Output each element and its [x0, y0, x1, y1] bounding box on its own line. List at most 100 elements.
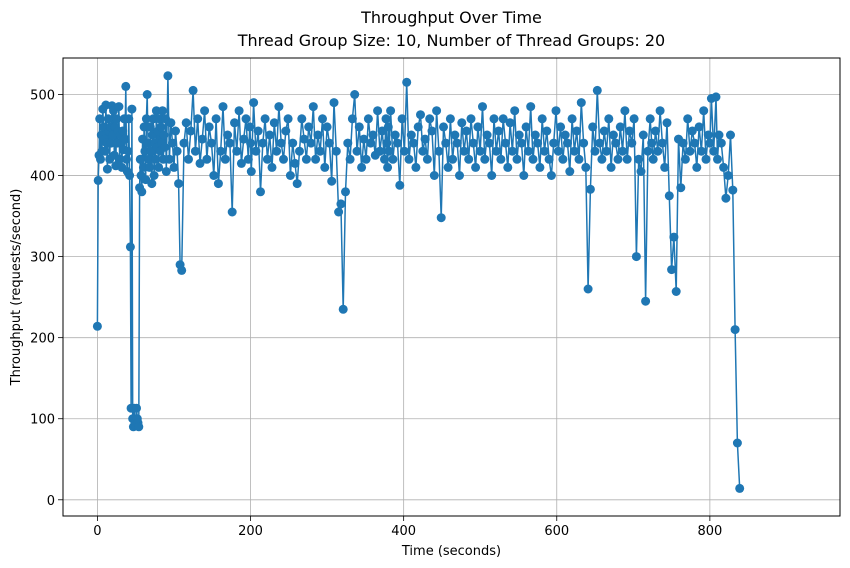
data-point: [381, 114, 391, 124]
data-point: [265, 130, 275, 140]
data-point: [618, 146, 628, 156]
data-point: [685, 146, 695, 156]
data-point: [662, 118, 672, 128]
data-point: [696, 146, 706, 156]
data-point: [249, 98, 259, 108]
data-point: [505, 118, 515, 128]
data-point: [159, 130, 169, 140]
data-point: [274, 102, 284, 112]
data-point: [145, 162, 154, 172]
data-point: [200, 106, 210, 116]
data-point: [122, 154, 131, 164]
data-point: [441, 138, 451, 148]
data-point: [256, 187, 265, 197]
data-point: [311, 154, 321, 164]
data-point: [714, 130, 724, 140]
data-point: [115, 154, 125, 164]
data-point: [258, 138, 268, 148]
data-point: [653, 146, 663, 156]
data-point: [288, 138, 298, 148]
data-point: [517, 138, 526, 148]
data-point: [125, 171, 135, 180]
data-point: [588, 122, 598, 132]
data-point: [239, 134, 249, 144]
data-point: [735, 483, 745, 493]
data-point: [466, 114, 476, 124]
data-point: [260, 114, 270, 124]
data-point: [202, 154, 212, 164]
data-point: [471, 162, 481, 172]
data-point: [455, 171, 464, 180]
y-tick-label: 100: [30, 413, 55, 428]
data-point: [285, 171, 295, 180]
data-point: [218, 102, 228, 112]
chart-subtitle: Thread Group Size: 10, Number of Thread …: [237, 31, 665, 50]
data-point: [382, 138, 392, 148]
data-point: [112, 114, 122, 124]
data-point: [581, 162, 591, 172]
data-point: [236, 158, 246, 168]
data-point: [149, 171, 159, 180]
data-point: [657, 138, 667, 148]
data-point: [95, 114, 105, 124]
data-point: [216, 146, 226, 156]
data-point: [480, 154, 490, 164]
data-point: [223, 130, 233, 140]
data-point: [366, 138, 376, 148]
data-point: [352, 146, 362, 156]
data-point: [225, 138, 235, 148]
data-point: [375, 146, 385, 156]
data-point: [179, 138, 189, 148]
data-point: [361, 154, 371, 164]
data-point: [299, 134, 309, 144]
data-point: [667, 265, 677, 275]
data-point: [549, 138, 559, 148]
data-point: [137, 187, 147, 197]
data-point: [643, 146, 653, 156]
data-point: [434, 146, 444, 156]
data-point: [308, 102, 318, 112]
data-point: [132, 403, 141, 413]
data-point: [125, 242, 135, 252]
data-point: [357, 162, 367, 172]
data-point: [683, 114, 693, 124]
data-point: [676, 183, 686, 193]
data-point: [556, 122, 566, 132]
data-point: [713, 154, 722, 164]
data-point: [315, 146, 325, 156]
x-tick-label: 800: [697, 524, 722, 539]
data-point: [283, 114, 293, 124]
x-tick-label: 200: [238, 524, 263, 539]
data-point: [498, 114, 508, 124]
data-point: [569, 146, 579, 156]
data-point: [301, 154, 311, 164]
data-point: [272, 146, 282, 156]
data-point: [345, 154, 355, 164]
data-point: [195, 158, 205, 168]
data-point: [168, 138, 177, 148]
data-point: [121, 81, 131, 91]
data-point: [334, 207, 344, 217]
data-point: [450, 130, 460, 140]
data-point: [567, 114, 577, 124]
data-point: [627, 138, 637, 148]
data-point: [207, 138, 216, 148]
x-axis-label: Time (seconds): [401, 544, 501, 559]
data-point: [459, 146, 469, 156]
data-point: [304, 122, 314, 132]
data-point: [318, 114, 327, 124]
data-point: [425, 114, 435, 124]
data-point: [422, 154, 432, 164]
data-point: [464, 154, 474, 164]
data-point: [384, 146, 394, 156]
data-point: [329, 98, 339, 108]
data-point: [368, 130, 378, 140]
data-point: [120, 134, 130, 144]
data-point: [510, 106, 520, 116]
y-tick-label: 300: [30, 251, 55, 266]
data-point: [501, 138, 510, 148]
data-point: [671, 287, 681, 296]
data-point: [147, 179, 157, 189]
data-point: [655, 106, 665, 116]
data-point: [523, 146, 533, 156]
